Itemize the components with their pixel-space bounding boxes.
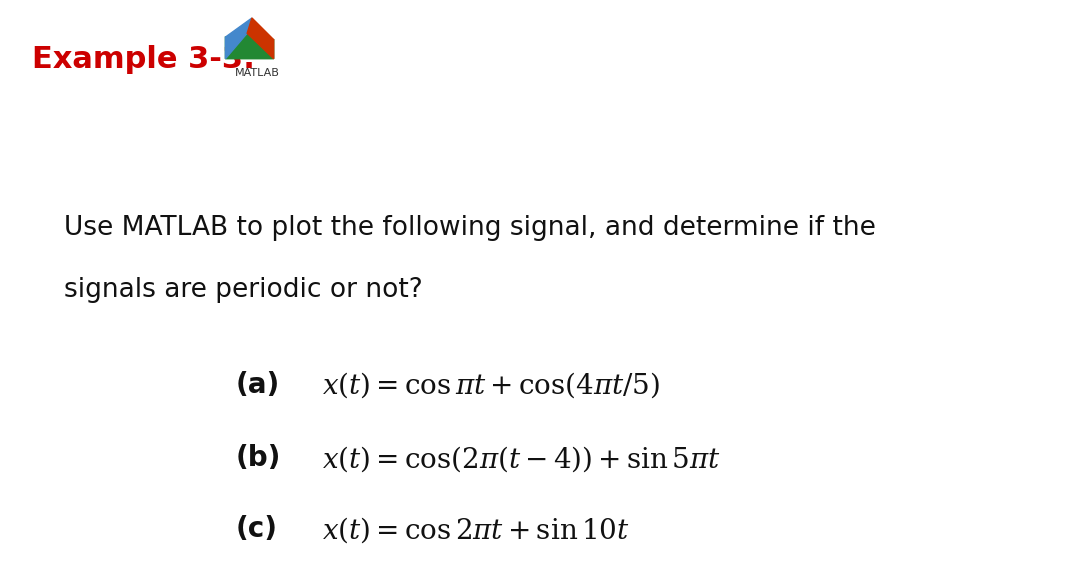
Text: signals are periodic or not?: signals are periodic or not? xyxy=(64,277,423,303)
Text: (a): (a) xyxy=(235,371,280,398)
Text: $x(t) = \cos 2\pi t + \sin 10t$: $x(t) = \cos 2\pi t + \sin 10t$ xyxy=(322,515,629,545)
Polygon shape xyxy=(226,18,252,59)
Text: MATLAB: MATLAB xyxy=(234,67,280,78)
Text: Use MATLAB to plot the following signal, and determine if the: Use MATLAB to plot the following signal,… xyxy=(64,215,876,241)
Text: (c): (c) xyxy=(235,515,278,543)
Text: (b): (b) xyxy=(235,444,281,472)
Text: Example 3-3:: Example 3-3: xyxy=(33,45,255,74)
Text: $x(t) = \cos \pi t + \cos(4\pi t/5)$: $x(t) = \cos \pi t + \cos(4\pi t/5)$ xyxy=(322,371,659,401)
Polygon shape xyxy=(226,33,274,59)
Polygon shape xyxy=(247,18,274,59)
Text: $x(t) = \cos(2\pi(t - 4)) + \sin 5\pi t$: $x(t) = \cos(2\pi(t - 4)) + \sin 5\pi t$ xyxy=(322,444,720,474)
